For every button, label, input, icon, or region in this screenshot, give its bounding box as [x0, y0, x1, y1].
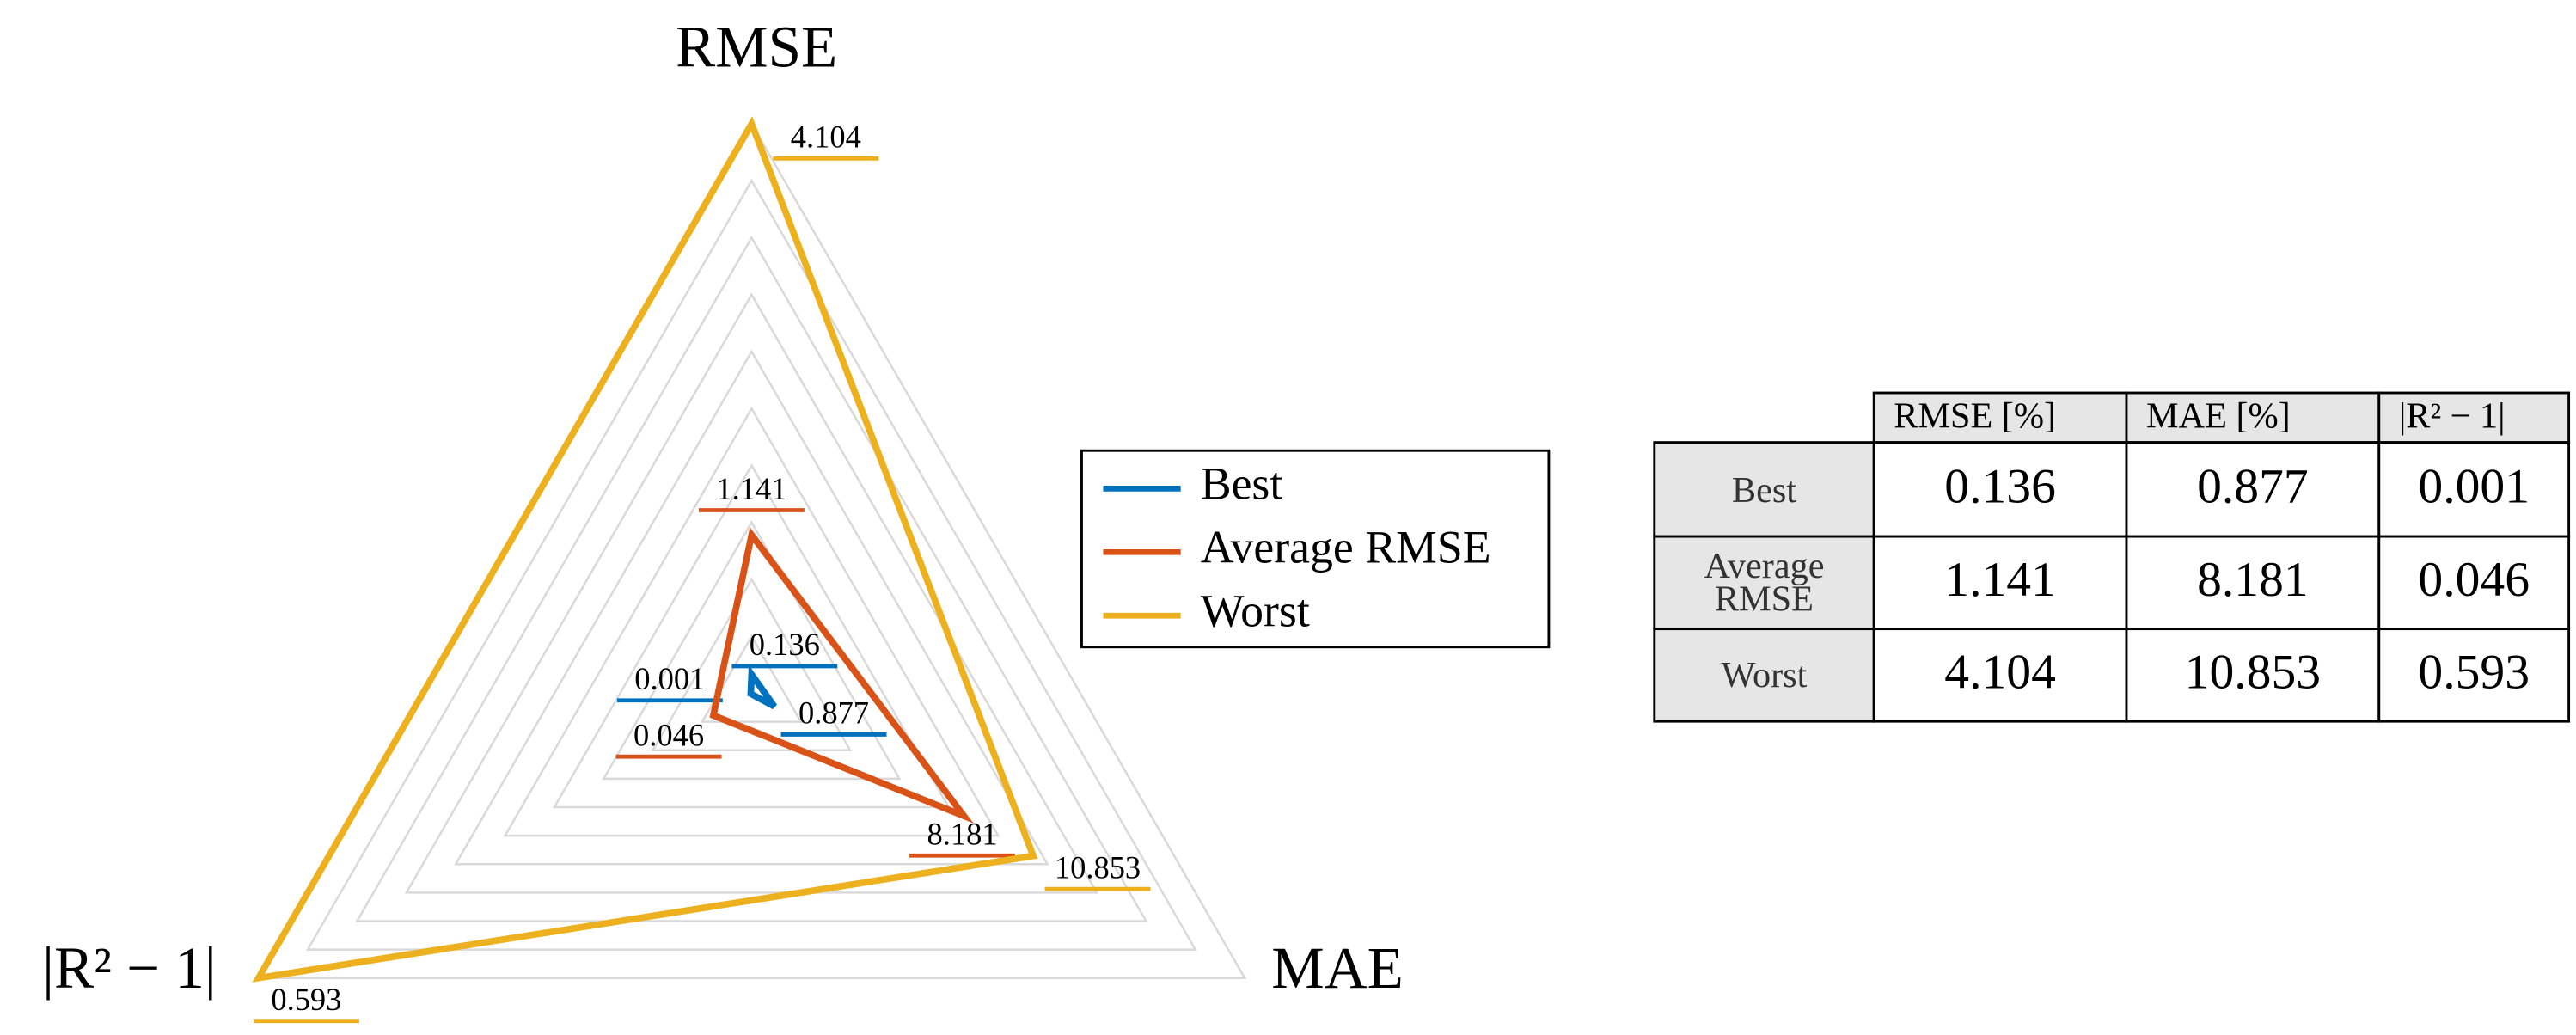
table-cell: [1872, 628, 2128, 723]
legend-label: Worst: [1201, 585, 1310, 637]
table-value: 0.877: [2197, 459, 2309, 513]
series-line: [709, 527, 974, 824]
grid-ring: [602, 520, 902, 781]
axis-label: RMSE: [676, 13, 837, 79]
table-cell: [2125, 535, 2381, 631]
table-row-header: Worst: [1721, 653, 1808, 695]
table-cell: [2377, 441, 2571, 538]
series-line: [252, 116, 1038, 983]
table-value: 0.136: [1944, 459, 2056, 513]
grid-ring: [552, 463, 951, 809]
table-header: RMSE [%]: [1894, 395, 2056, 436]
table-row-header-box: Average RMSE: [1704, 544, 1825, 620]
data-label: 0.046: [633, 717, 704, 752]
table-cell: [2377, 535, 2571, 631]
table-row-header-cell: [1653, 628, 1875, 723]
grid-ring: [503, 406, 1000, 837]
axis-label: MAE: [1271, 934, 1404, 1001]
grid-ring: [700, 634, 803, 723]
table-value: 0.046: [2418, 553, 2530, 607]
table-row-header: Best: [1731, 468, 1797, 510]
axis-label: |R² − 1|: [42, 934, 217, 1001]
table-value: 8.181: [2197, 553, 2309, 607]
table-header: |R² − 1|: [2399, 395, 2506, 436]
table-value: 10.853: [2185, 646, 2321, 700]
table-value: 4.104: [1944, 646, 2056, 700]
table-value: 0.593: [2418, 646, 2530, 700]
data-label: 1.141: [716, 471, 786, 506]
data-label: 0.001: [634, 661, 705, 696]
table-value: 0.001: [2418, 459, 2530, 513]
data-label: 10.853: [1055, 849, 1141, 885]
table-row-header-box: Worst: [1721, 653, 1808, 695]
table-header-cell: [2125, 391, 2381, 444]
table-row-header-box: Best: [1731, 468, 1797, 510]
table-header-cell: [2377, 391, 2571, 444]
table-row-header-cell: [1653, 441, 1875, 538]
table-value: 1.141: [1944, 553, 2056, 607]
legend-label: Average RMSE: [1201, 522, 1491, 573]
table-row-header-cell: [1653, 535, 1875, 631]
grid-ring: [454, 349, 1049, 866]
grid-ring: [305, 178, 1197, 951]
series-line: [747, 664, 778, 710]
data-label: 0.593: [271, 982, 341, 1017]
table-row-header: Average RMSE: [1704, 544, 1825, 620]
data-label: 4.104: [791, 119, 861, 155]
data-label: 0.136: [750, 627, 820, 662]
table-cell: [2125, 628, 2381, 723]
data-label: 8.181: [927, 816, 998, 851]
grid-ring: [355, 236, 1148, 922]
grid-ring: [404, 292, 1099, 894]
table-header: MAE [%]: [2146, 395, 2291, 436]
data-label: 0.877: [798, 695, 869, 731]
legend-label: Best: [1201, 458, 1283, 510]
table-cell: [2377, 628, 2571, 723]
